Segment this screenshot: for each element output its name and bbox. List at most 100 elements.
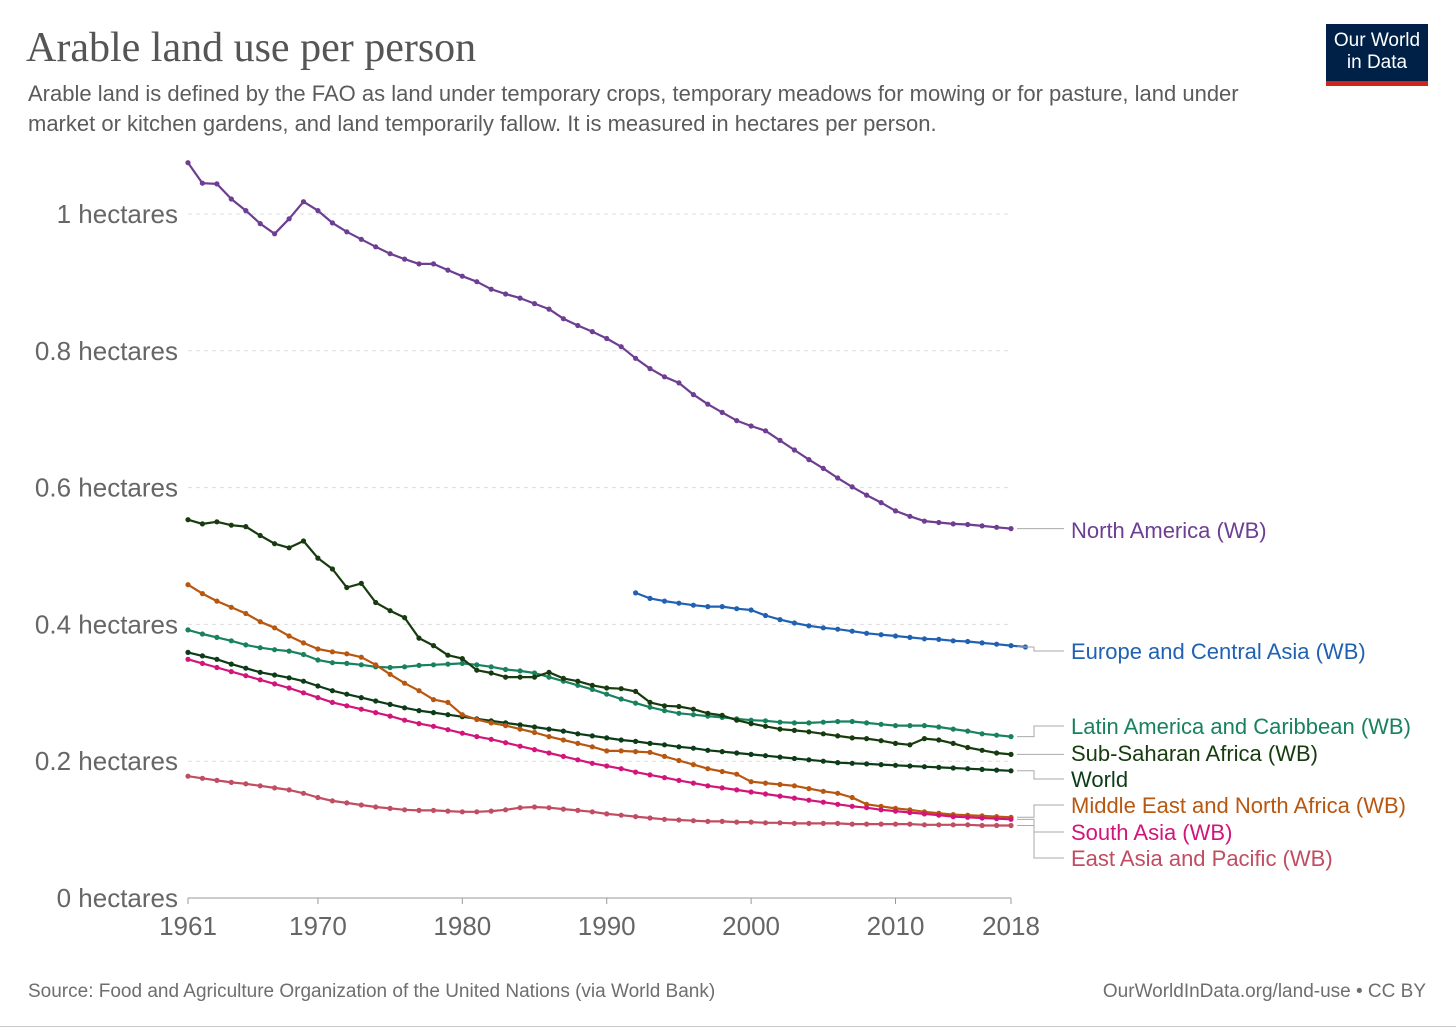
data-point [589,329,595,335]
data-point [633,590,639,596]
data-point [690,602,697,608]
data-point [575,757,581,763]
data-point [676,757,682,764]
data-point [300,199,307,205]
data-point [228,638,234,644]
data-point [286,545,292,551]
data-point [849,484,855,490]
data-point [604,335,610,342]
data-point [979,815,985,821]
data-point [402,680,408,686]
data-point [546,726,552,732]
data-point [286,685,292,691]
data-point [878,762,884,768]
data-point [546,750,552,756]
data-point [661,775,668,781]
source-note[interactable]: Source: Food and Agriculture Organizatio… [28,981,716,1002]
data-point [373,804,379,810]
data-point [618,748,624,754]
data-point [560,675,567,682]
data-point [762,723,769,729]
data-point [228,196,234,202]
data-point [199,631,205,637]
data-point [430,807,437,814]
data-point [633,355,639,361]
data-point [416,708,422,714]
bottom-rule [0,1026,1456,1027]
data-point [719,768,725,775]
series-labels: North America (WB) Europe and Central Asi… [1017,518,1411,871]
data-point [950,726,956,732]
data-point [907,809,913,816]
data-point [517,722,523,728]
data-point [965,744,971,751]
data-point [344,800,350,806]
label-connector [1017,725,1064,738]
data-point [734,606,740,612]
data-point [676,744,682,750]
data-point [604,811,610,817]
data-point [950,740,956,747]
data-point [892,821,899,827]
data-point [921,811,928,817]
data-point [936,737,942,743]
data-point [820,799,826,805]
data-point [820,625,826,631]
data-point [994,641,1000,647]
data-point [199,521,205,527]
data-point [300,690,307,696]
credit-link[interactable]: OurWorldInData.org/land-use • CC BY [1102,981,1426,1002]
data-point [734,771,740,777]
data-point [994,732,1000,738]
data-point [199,591,205,597]
data-point [965,814,971,820]
data-point [965,638,971,645]
data-point [1008,526,1014,532]
data-point [560,806,567,812]
x-tick-label: 2000 [722,911,780,941]
data-point [199,180,205,186]
data-point [820,719,826,725]
data-point [864,492,870,498]
data-point [257,645,263,651]
owid-logo[interactable]: Our World in Data [1326,24,1428,86]
series-lines [185,160,1028,829]
data-point [690,745,697,751]
data-point [358,236,364,242]
data-point [979,731,985,737]
data-point [1008,822,1014,829]
data-point [344,651,350,657]
data-point [344,691,350,697]
data-point [185,656,191,662]
data-point [387,713,393,719]
data-point [387,251,393,257]
data-point [705,604,711,610]
data-point [633,749,639,755]
data-point [329,798,335,804]
data-point [979,747,985,753]
data-point [300,538,307,544]
data-point [806,623,812,629]
data-point [921,518,928,524]
data-point [604,685,610,691]
data-point [676,817,682,823]
data-point [892,723,899,729]
data-point [936,822,942,828]
data-point [647,366,653,372]
data-point [358,802,364,808]
data-point [719,712,725,719]
data-point [531,747,538,753]
data-point [950,814,956,820]
data-point [762,753,769,759]
label-connector [1017,824,1064,859]
data-point [719,818,725,825]
series-label: East Asia and Pacific (WB) [1071,846,1333,871]
data-point [878,807,884,813]
data-point [329,688,335,694]
series-line [187,162,1012,530]
data-point [762,612,769,619]
data-point [705,766,711,772]
data-point [921,636,928,642]
data-point [228,779,234,786]
